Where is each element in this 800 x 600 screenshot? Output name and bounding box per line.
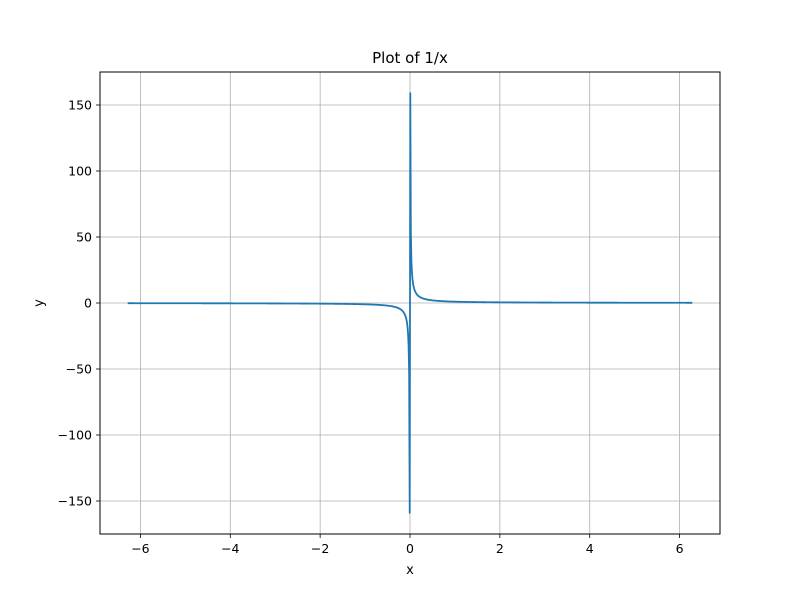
x-tick-label: −4: [221, 541, 239, 556]
x-tick-label: −2: [311, 541, 329, 556]
plot-area: [127, 92, 693, 514]
x-tick-label: 2: [496, 541, 504, 556]
chart-title: Plot of 1/x: [372, 49, 448, 67]
x-tick-label: −6: [131, 541, 149, 556]
y-tick-label: 100: [68, 164, 92, 179]
y-tick-label: −150: [58, 494, 92, 509]
series-line-reciprocal: [127, 92, 693, 514]
y-tick-label: −50: [66, 362, 92, 377]
x-tick-label: 0: [406, 541, 414, 556]
x-axis-label: x: [406, 563, 414, 578]
y-tick-label: 150: [68, 98, 92, 113]
x-tick-label: 6: [676, 541, 684, 556]
x-tick-label: 4: [586, 541, 594, 556]
y-tick-label: −100: [58, 428, 92, 443]
ticks: −6 −4 −2 0 2 4 6 −150 −100 −50 0 50 100 150: [58, 98, 684, 557]
y-tick-label: 0: [84, 296, 92, 311]
y-axis-label: y: [32, 299, 47, 307]
y-tick-label: 50: [76, 230, 92, 245]
